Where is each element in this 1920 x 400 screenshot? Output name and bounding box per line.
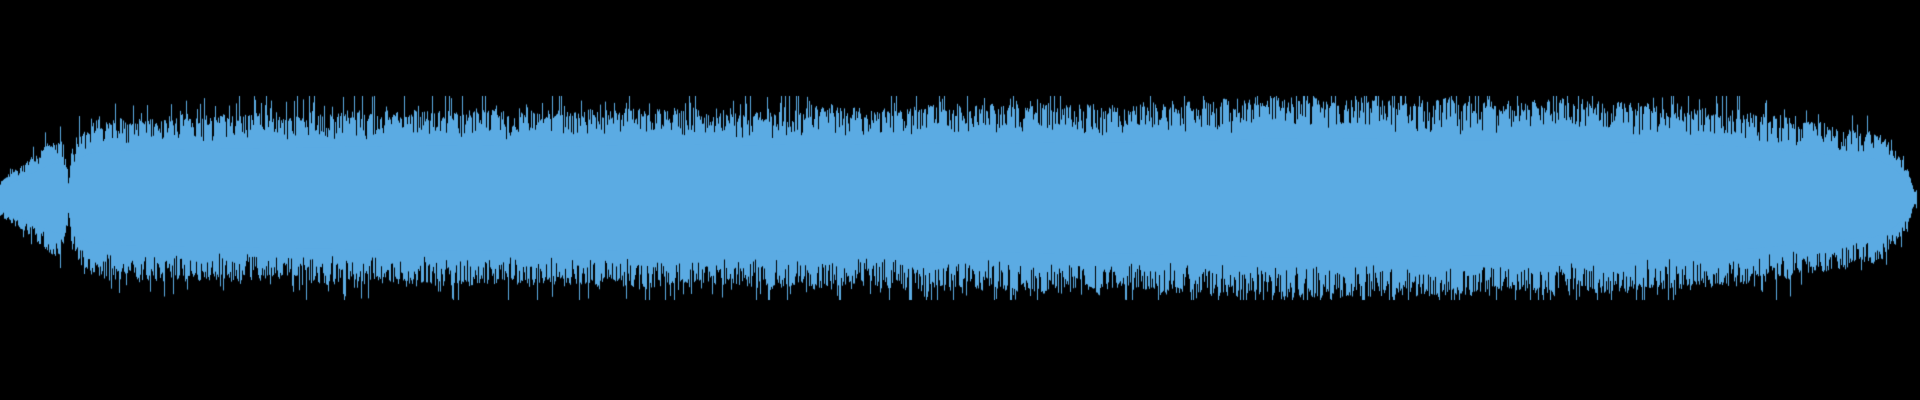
- waveform-canvas[interactable]: [0, 0, 1920, 400]
- audio-waveform-viewer[interactable]: [0, 0, 1920, 400]
